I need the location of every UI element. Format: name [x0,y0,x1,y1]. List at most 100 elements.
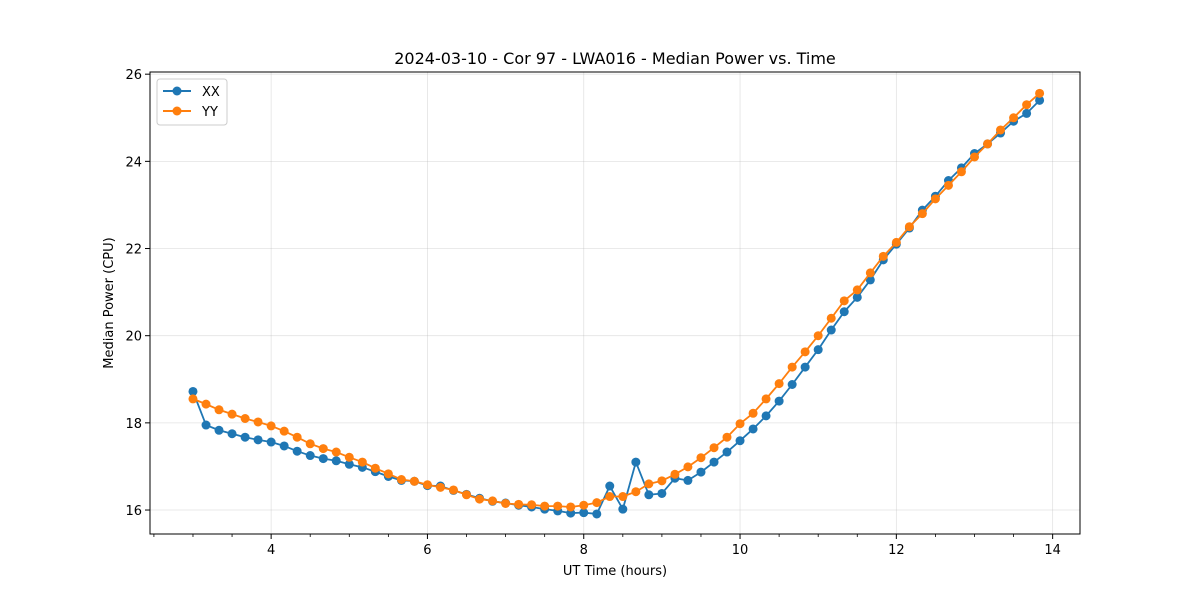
data-point-yy [266,421,276,431]
data-point-yy [475,494,485,504]
data-point-xx [644,490,654,500]
data-point-xx [344,459,354,469]
data-point-xx [709,457,719,467]
data-point-xx [813,345,823,355]
data-point-xx [1022,108,1032,118]
data-point-yy [1035,88,1045,98]
data-point-xx [735,436,745,446]
data-point-yy [448,485,458,495]
legend-label-yy: YY [201,105,218,120]
data-point-yy [813,331,823,341]
data-point-xx [800,362,810,372]
data-point-yy [735,419,745,429]
data-point-yy [292,432,302,442]
data-point-yy [305,439,315,449]
data-point-yy [514,499,524,509]
data-point-xx [292,446,302,456]
legend-marker-xx [172,86,182,96]
data-point-yy [943,180,953,190]
data-point-yy [709,443,719,453]
data-point-xx [748,424,758,434]
legend-marker-yy [172,106,182,116]
data-point-yy [422,480,432,490]
data-point-xx [761,411,771,421]
data-point-yy [917,209,927,219]
data-point-yy [435,482,445,492]
data-point-xx [852,292,862,302]
data-point-xx [266,437,276,447]
legend-label-xx: XX [202,85,220,100]
data-point-yy [566,502,576,512]
data-point-xx [683,475,693,485]
data-point-yy [761,394,771,404]
data-series [188,88,1045,519]
chart-title: 2024-03-10 - Cor 97 - LWA016 - Median Po… [394,49,836,68]
data-point-yy [774,379,784,389]
data-point-xx [774,396,784,406]
data-point-yy [488,496,498,506]
series-yy [188,88,1045,512]
data-point-xx [787,380,797,389]
data-point-yy [553,501,563,511]
data-point-xx [865,275,875,285]
data-point-yy [657,476,667,486]
data-point-yy [462,490,472,500]
data-point-yy [383,469,393,479]
data-point-yy [527,500,537,510]
data-point-yy [839,296,849,306]
data-point-yy [904,222,914,232]
data-point-yy [996,125,1006,135]
data-point-xx [592,509,602,519]
data-point-yy [631,487,641,497]
data-point-yy [592,498,602,508]
y-tick-label: 26 [125,68,142,83]
data-point-yy [748,408,758,418]
data-point-xx [618,504,628,514]
data-point-yy [253,417,263,427]
data-point-yy [983,139,993,149]
axis-ticks: 4 6 8 10 12 14 16 18 20 22 24 26 [125,68,1060,558]
data-point-yy [227,409,237,419]
x-tick-label: 12 [888,543,905,558]
data-point-xx [657,488,667,498]
x-tick-label: 6 [423,543,431,558]
data-point-yy [201,399,211,409]
data-point-xx [696,467,706,477]
x-tick-label: 4 [267,543,275,558]
data-point-xx [240,432,250,442]
data-point-yy [618,492,628,502]
data-point-yy [357,457,367,467]
y-tick-label: 24 [125,155,142,170]
data-point-xx [253,435,263,445]
y-tick-label: 18 [125,417,142,432]
data-point-xx [227,429,237,439]
data-point-yy [1009,113,1019,123]
data-point-yy [722,432,732,442]
data-point-xx [188,386,198,396]
data-point-xx [722,447,732,457]
data-point-xx [605,481,615,491]
data-point-yy [279,426,289,436]
y-tick-label: 16 [125,504,142,519]
data-point-yy [1022,100,1032,110]
data-point-yy [800,347,810,357]
data-point-yy [344,452,354,462]
data-point-yy [696,453,706,463]
data-point-yy [970,152,979,162]
y-tick-label: 20 [125,330,142,345]
data-point-xx [1035,95,1045,105]
data-point-yy [370,463,380,473]
data-point-xx [826,325,836,335]
data-point-yy [396,475,406,485]
data-point-xx [331,456,341,466]
x-tick-label: 10 [732,543,749,558]
grid [150,72,1080,534]
data-point-yy [930,194,940,204]
y-axis-label: Median Power (CPU) [102,237,117,368]
data-point-xx [631,457,641,467]
data-point-xx [279,441,289,451]
data-point-yy [787,362,797,372]
data-point-yy [670,469,680,479]
data-point-yy [188,394,198,404]
